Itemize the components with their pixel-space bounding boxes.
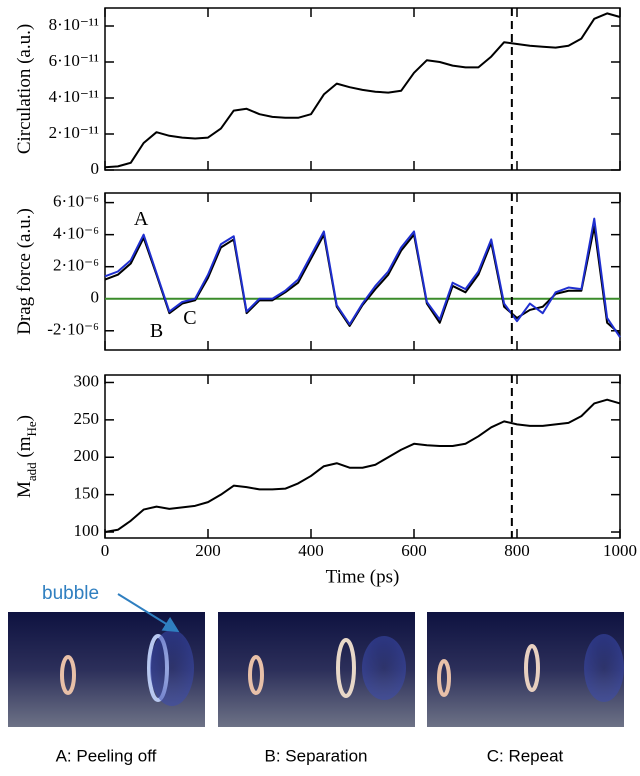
bubble <box>150 630 194 706</box>
ring <box>336 638 356 698</box>
y-axis-label-part: He <box>24 421 39 436</box>
y-axis-label-part: M <box>14 481 35 498</box>
plot-frame <box>104 192 621 351</box>
y-axis-label: Circulation (a.u.) <box>14 24 35 154</box>
y-tick-label: 150 <box>74 484 100 503</box>
caption: A: Peeling off <box>56 746 157 765</box>
x-tick-label: 1000 <box>603 541 637 560</box>
y-tick-label: 2·10⁻¹¹ <box>49 123 99 142</box>
ring <box>524 644 540 692</box>
ring <box>60 655 76 695</box>
y-axis-label-part: add <box>24 462 39 481</box>
y-axis-label-part: (m <box>14 436 35 462</box>
y-axis-label: Drag force (a.u.) <box>14 208 35 335</box>
snapshots: bubble A: Peeling off B: Separation C: R… <box>8 583 624 765</box>
x-tick-label: 0 <box>101 541 110 560</box>
y-tick-label: 100 <box>74 521 100 540</box>
y-tick-label: 2·10⁻⁶ <box>53 256 99 275</box>
caption: B: Separation <box>264 746 367 765</box>
ring <box>437 659 451 697</box>
y-tick-label: 0 <box>91 159 100 178</box>
y-tick-label: 6·10⁻⁶ <box>53 192 99 211</box>
ring <box>248 655 264 695</box>
callout: bubble <box>42 583 99 604</box>
series-line <box>104 225 621 335</box>
plot-frame <box>104 374 621 539</box>
series-line <box>104 217 621 338</box>
y-tick-label: 6·10⁻¹¹ <box>49 51 99 70</box>
y-tick-label: -2·10⁻⁶ <box>47 320 99 339</box>
x-tick-label: 600 <box>401 541 427 560</box>
y-axis-label-part: Drag force (a.u.) <box>14 208 35 335</box>
x-tick-label: 200 <box>195 541 221 560</box>
y-tick-label: 4·10⁻⁶ <box>53 224 99 243</box>
y-tick-label: 4·10⁻¹¹ <box>49 87 99 106</box>
y-tick-label: 300 <box>74 371 100 390</box>
x-tick-label: 400 <box>298 541 324 560</box>
x-tick-label: 800 <box>504 541 530 560</box>
series-line <box>104 12 621 169</box>
x-axis-label: Time (ps) <box>326 566 400 587</box>
caption: C: Repeat <box>487 746 564 765</box>
callout-arrow <box>117 593 180 633</box>
y-tick-label: 250 <box>74 409 100 428</box>
y-axis-label-part: Circulation (a.u.) <box>14 24 35 154</box>
y-axis-label-part: ) <box>14 415 35 421</box>
annotation: B <box>150 320 163 342</box>
y-axis-label: Madd (mHe) <box>14 415 39 498</box>
annotation: C <box>183 307 196 329</box>
y-tick-label: 200 <box>74 446 100 465</box>
series-line <box>104 398 621 534</box>
annotation: A <box>134 208 149 230</box>
plot-frame <box>104 7 621 171</box>
bubble <box>584 634 624 702</box>
y-tick-label: 8·10⁻¹¹ <box>49 15 99 34</box>
y-tick-label: 0 <box>91 288 100 307</box>
bubble <box>362 636 406 700</box>
